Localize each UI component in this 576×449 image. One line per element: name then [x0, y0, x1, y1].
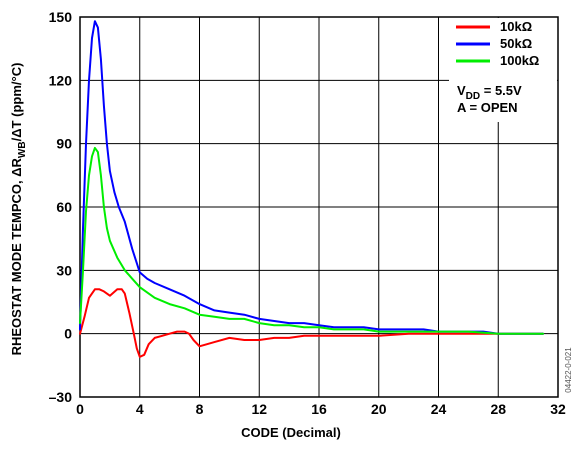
y-tick-label: 30: [56, 262, 72, 278]
x-tick-label: 0: [76, 401, 84, 417]
x-tick-label: 20: [371, 401, 387, 417]
y-tick-label: 60: [56, 199, 72, 215]
x-tick-label: 16: [311, 401, 327, 417]
x-tick-label: 8: [196, 401, 204, 417]
x-tick-labels: 0 4 8 12 16 20 24 28 32: [76, 401, 566, 417]
series-lines: [79, 20, 545, 358]
legend-label: 50kΩ: [500, 36, 532, 51]
legend-box: [449, 18, 557, 122]
y-tick-labels: –30 0 30 60 90 120 150: [49, 9, 73, 405]
legend: 10kΩ 50kΩ 100kΩ: [449, 18, 557, 122]
legend-label: 10kΩ: [500, 19, 532, 34]
x-tick-label: 28: [490, 401, 506, 417]
vdd-annotation: VDD = 5.5V: [457, 83, 522, 102]
y-tick-label: 150: [49, 9, 73, 25]
x-tick-label: 24: [431, 401, 447, 417]
grid-lines: [80, 17, 558, 397]
series-line: [79, 288, 545, 358]
y-tick-label: 0: [64, 326, 72, 342]
x-tick-label: 12: [251, 401, 267, 417]
plot-frame: [79, 16, 559, 398]
series-line: [79, 146, 545, 335]
y-tick-label: 120: [49, 72, 73, 88]
y-tick-label: 90: [56, 136, 72, 152]
y-axis-label: RHEOSTAT MODE TEMPCO, ΔRWB/ΔT (ppm/°C): [9, 63, 28, 356]
x-axis-label: CODE (Decimal): [241, 425, 341, 440]
x-tick-label: 4: [136, 401, 144, 417]
figure-id: 04422-0-021: [564, 347, 573, 393]
a-open-annotation: A = OPEN: [457, 100, 518, 115]
legend-label: 100kΩ: [500, 53, 539, 68]
x-tick-label: 32: [550, 401, 566, 417]
y-tick-label: –30: [49, 389, 73, 405]
